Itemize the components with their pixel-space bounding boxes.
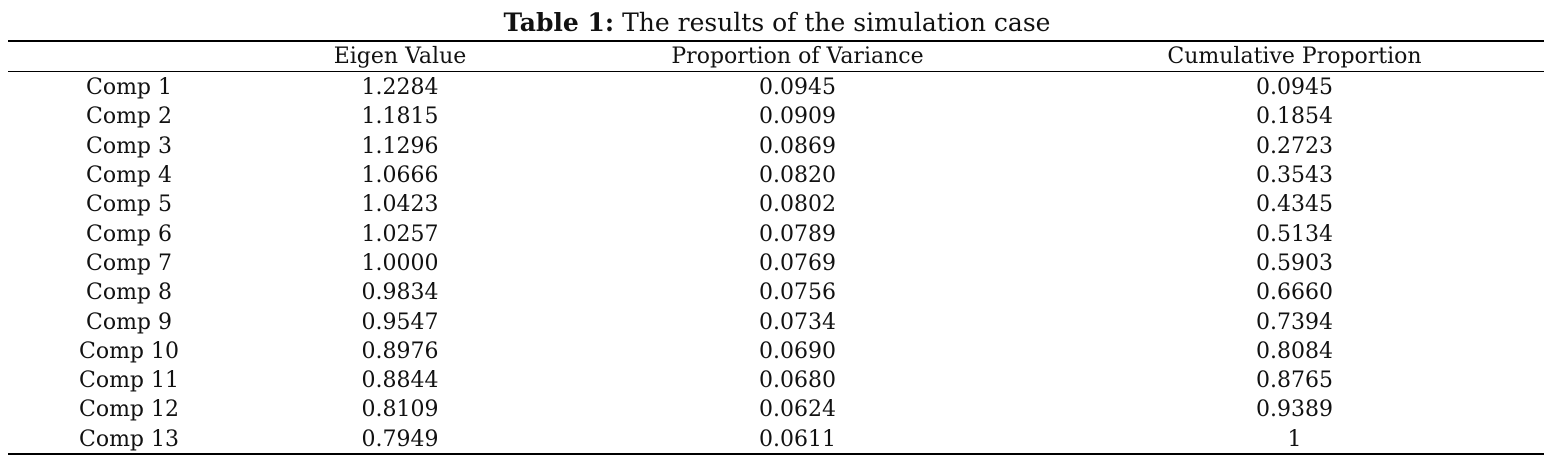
cumulative-cell: 0.1854	[1256, 104, 1333, 130]
row-label: Comp 5	[85, 192, 172, 218]
row-label: Comp 1	[85, 75, 172, 101]
cumulative-cell: 0.4345	[1256, 192, 1333, 218]
cumulative-cell: 0.8084	[1256, 338, 1333, 364]
table-row: Comp 8 0.9834 0.0756 0.6660	[8, 278, 1544, 307]
cumulative-cell: 0.0945	[1256, 75, 1333, 101]
row-label: Comp 7	[85, 250, 172, 276]
table-caption-text: The results of the simulation case	[622, 8, 1051, 37]
table-row: Comp 7 1.0000 0.0769 0.5903	[8, 249, 1544, 278]
table-row: Comp 2 1.1815 0.0909 0.1854	[8, 102, 1544, 131]
eigen-value-cell: 0.8109	[361, 397, 439, 423]
header-cell-eigen-value: Eigen Value	[333, 44, 467, 69]
eigen-value-cell: 0.8976	[361, 338, 439, 364]
proportion-cell: 0.0789	[759, 221, 836, 247]
cumulative-cell: 0.6660	[1256, 280, 1333, 306]
row-label: Comp 8	[85, 280, 172, 306]
table-caption-label: Table 1:	[503, 8, 615, 37]
table-header-rule	[8, 71, 1544, 72]
eigen-value-cell: 1.1815	[361, 104, 439, 130]
eigen-value-cell: 1.2284	[361, 75, 439, 101]
eigen-value-cell: 1.0000	[361, 250, 439, 276]
table-bottom-rule	[8, 453, 1544, 455]
cumulative-cell: 0.5903	[1256, 250, 1333, 276]
cumulative-cell: 0.8765	[1256, 368, 1333, 394]
eigen-value-cell: 0.7949	[361, 426, 439, 452]
eigen-value-cell: 0.8844	[361, 368, 439, 394]
table-row: Comp 12 0.8109 0.0624 0.9389	[8, 395, 1544, 424]
eigen-value-cell: 1.0257	[361, 221, 439, 247]
table-row: Comp 6 1.0257 0.0789 0.5134	[8, 219, 1544, 248]
proportion-cell: 0.0680	[759, 368, 836, 394]
table-row: Comp 3 1.1296 0.0869 0.2723	[8, 132, 1544, 161]
table-row: Comp 13 0.7949 0.0611 1	[8, 425, 1544, 454]
table-row: Comp 10 0.8976 0.0690 0.8084	[8, 337, 1544, 366]
table-row: Comp 9 0.9547 0.0734 0.7394	[8, 307, 1544, 336]
cumulative-cell: 0.9389	[1256, 397, 1333, 423]
proportion-cell: 0.0769	[759, 250, 836, 276]
table-header-row: Eigen Value Proportion of Variance Cumul…	[8, 42, 1544, 71]
table-caption: Table 1: The results of the simulation c…	[0, 6, 1554, 40]
header-cell-cumulative-proportion: Cumulative Proportion	[1167, 44, 1422, 69]
eigen-value-cell: 0.9834	[361, 280, 439, 306]
row-label: Comp 13	[78, 426, 179, 452]
cumulative-cell: 0.7394	[1256, 309, 1333, 335]
header-cell-component	[8, 42, 250, 71]
proportion-cell: 0.0820	[759, 163, 836, 189]
row-label: Comp 12	[78, 397, 179, 423]
cumulative-cell: 0.2723	[1256, 133, 1333, 159]
row-label: Comp 6	[85, 221, 172, 247]
row-label: Comp 3	[85, 133, 172, 159]
row-label: Comp 10	[78, 338, 179, 364]
row-label: Comp 9	[85, 309, 172, 335]
table-row: Comp 1 1.2284 0.0945 0.0945	[8, 71, 1544, 102]
eigen-value-cell: 0.9547	[361, 309, 439, 335]
row-label: Comp 2	[85, 104, 172, 130]
proportion-cell: 0.0869	[759, 133, 836, 159]
proportion-cell: 0.0802	[759, 192, 836, 218]
table-top-rule	[8, 40, 1544, 42]
table-row: Comp 5 1.0423 0.0802 0.4345	[8, 190, 1544, 219]
eigen-value-cell: 1.1296	[361, 133, 439, 159]
cumulative-cell: 0.3543	[1256, 163, 1333, 189]
eigen-value-cell: 1.0423	[361, 192, 439, 218]
eigen-value-cell: 1.0666	[361, 163, 439, 189]
proportion-cell: 0.0690	[759, 338, 836, 364]
proportion-cell: 0.0624	[759, 397, 836, 423]
table-row: Comp 11 0.8844 0.0680 0.8765	[8, 366, 1544, 395]
cumulative-cell: 1	[1287, 426, 1302, 452]
proportion-cell: 0.0945	[759, 75, 836, 101]
row-label: Comp 4	[85, 163, 172, 189]
proportion-cell: 0.0611	[759, 426, 836, 452]
cumulative-cell: 0.5134	[1256, 221, 1333, 247]
proportion-cell: 0.0909	[759, 104, 836, 130]
proportion-cell: 0.0756	[759, 280, 836, 306]
table-row: Comp 4 1.0666 0.0820 0.3543	[8, 161, 1544, 190]
row-label: Comp 11	[78, 368, 179, 394]
proportion-cell: 0.0734	[759, 309, 836, 335]
results-table: Eigen Value Proportion of Variance Cumul…	[8, 42, 1544, 454]
header-cell-proportion-of-variance: Proportion of Variance	[671, 44, 924, 69]
